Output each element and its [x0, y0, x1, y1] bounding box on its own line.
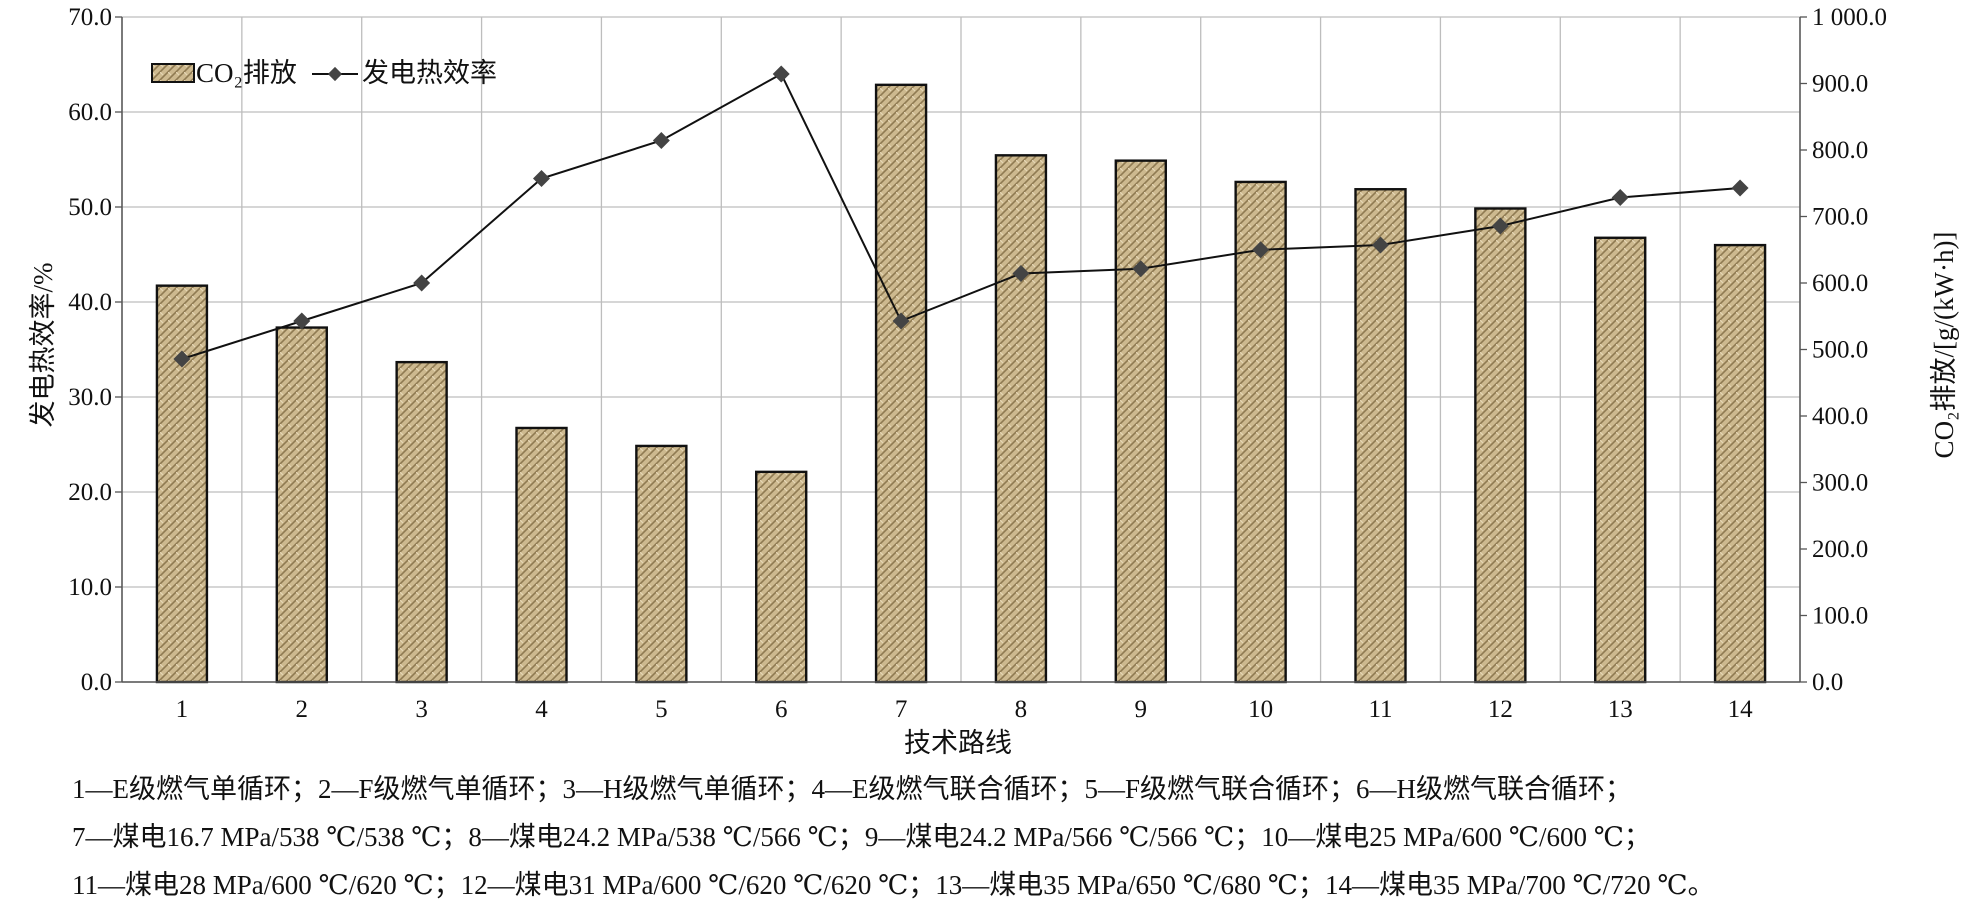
efficiency-point: [293, 312, 311, 330]
x-axis-title: 技术路线: [904, 728, 1012, 758]
x-tick-label: 6: [775, 696, 788, 723]
note-line-2: 7—煤电16.7 MPa/538 ℃/538 ℃；8—煤电24.2 MPa/53…: [72, 822, 1651, 852]
left-tick-label: 50.0: [68, 194, 112, 221]
efficiency-point: [652, 132, 670, 149]
left-tick-label: 30.0: [68, 384, 112, 411]
x-tick-label: 3: [415, 696, 428, 723]
right-tick-label: 400.0: [1812, 403, 1868, 430]
efficiency-point: [173, 350, 191, 368]
right-tick-label: 300.0: [1812, 470, 1868, 497]
bar: [515, 426, 568, 684]
bar: [1594, 236, 1647, 684]
legend-line-marker: [327, 66, 343, 82]
right-tick-label: 800.0: [1812, 137, 1868, 164]
legend-line-label: 发电热效率: [362, 58, 497, 88]
right-tick-label: 900.0: [1812, 71, 1868, 98]
bar: [994, 154, 1048, 684]
x-tick-label: 4: [535, 696, 548, 723]
bar: [1354, 188, 1407, 684]
x-tick-label: 7: [895, 696, 908, 723]
x-tick-label: 1: [176, 696, 189, 723]
legend: CO₂排放 发电热效率: [151, 58, 497, 88]
bar: [155, 284, 209, 684]
note-line-1: 1—E级燃气单循环；2—F级燃气单循环；3—H级燃气单循环；4—E级燃气联合循环…: [72, 774, 1633, 804]
left-axis-title: 发电热效率/%: [28, 263, 58, 428]
note-line-3: 11—煤电28 MPa/600 ℃/620 ℃；12—煤电31 MPa/600 …: [72, 870, 1715, 900]
efficiency-point: [772, 65, 790, 83]
notes: 1—E级燃气单循环；2—F级燃气单循环；3—H级燃气单循环；4—E级燃气联合循环…: [72, 765, 1962, 909]
bar: [1474, 207, 1527, 684]
x-tick-label: 5: [655, 696, 668, 723]
grid: [121, 16, 1801, 683]
chart: 0.0 10.0 20.0 30.0 40.0 50.0 60.0 70.0 0.0 100.0 2…: [28, 4, 1959, 758]
left-tick-label: 10.0: [68, 574, 112, 601]
bar: [874, 83, 928, 684]
bar: [755, 470, 808, 684]
right-tick-label: 200.0: [1812, 536, 1868, 563]
bar: [395, 360, 448, 684]
right-tick-label: 500.0: [1812, 337, 1868, 364]
x-tick-label: 13: [1608, 696, 1633, 723]
x-tick-label: 14: [1728, 696, 1754, 723]
right-tick-label: 1 000.0: [1812, 4, 1887, 31]
efficiency-point: [1611, 189, 1629, 206]
left-tick-label: 60.0: [68, 99, 112, 126]
x-tick-label: 11: [1368, 696, 1392, 723]
left-tick-label: 70.0: [68, 4, 112, 31]
efficiency-point: [413, 274, 431, 292]
left-tick-label: 0.0: [81, 669, 112, 696]
bars: [155, 83, 1767, 684]
x-tick-label: 12: [1488, 696, 1513, 723]
right-tick-label: 600.0: [1812, 270, 1868, 297]
left-tick-label: 40.0: [68, 289, 112, 316]
right-tick-label: 700.0: [1812, 204, 1868, 231]
efficiency-polyline: [181, 72, 1741, 360]
left-tick-label: 20.0: [68, 479, 112, 506]
legend-bar-swatch: [151, 63, 195, 83]
bar: [1713, 243, 1767, 684]
right-tick-label: 100.0: [1812, 603, 1868, 630]
x-tick-label: 2: [296, 696, 309, 723]
bar: [635, 444, 688, 684]
x-tick-label: 9: [1135, 696, 1148, 723]
bar: [275, 326, 328, 684]
bar: [1234, 180, 1287, 684]
efficiency-point: [892, 312, 910, 330]
bar: [1114, 159, 1167, 684]
axes: [115, 16, 1807, 683]
x-tick-label: 10: [1248, 696, 1273, 723]
right-tick-label: 0.0: [1812, 669, 1843, 696]
tick-labels: 0.0 10.0 20.0 30.0 40.0 50.0 60.0 70.0 0.0 100.0 2…: [68, 4, 1887, 723]
efficiency-point: [533, 170, 550, 187]
legend-bar-label: CO₂排放: [196, 58, 297, 88]
x-tick-label: 8: [1015, 696, 1028, 723]
right-axis-title: CO₂排放/[g/(kW·h)]: [1929, 232, 1959, 459]
efficiency-point: [1731, 179, 1749, 197]
